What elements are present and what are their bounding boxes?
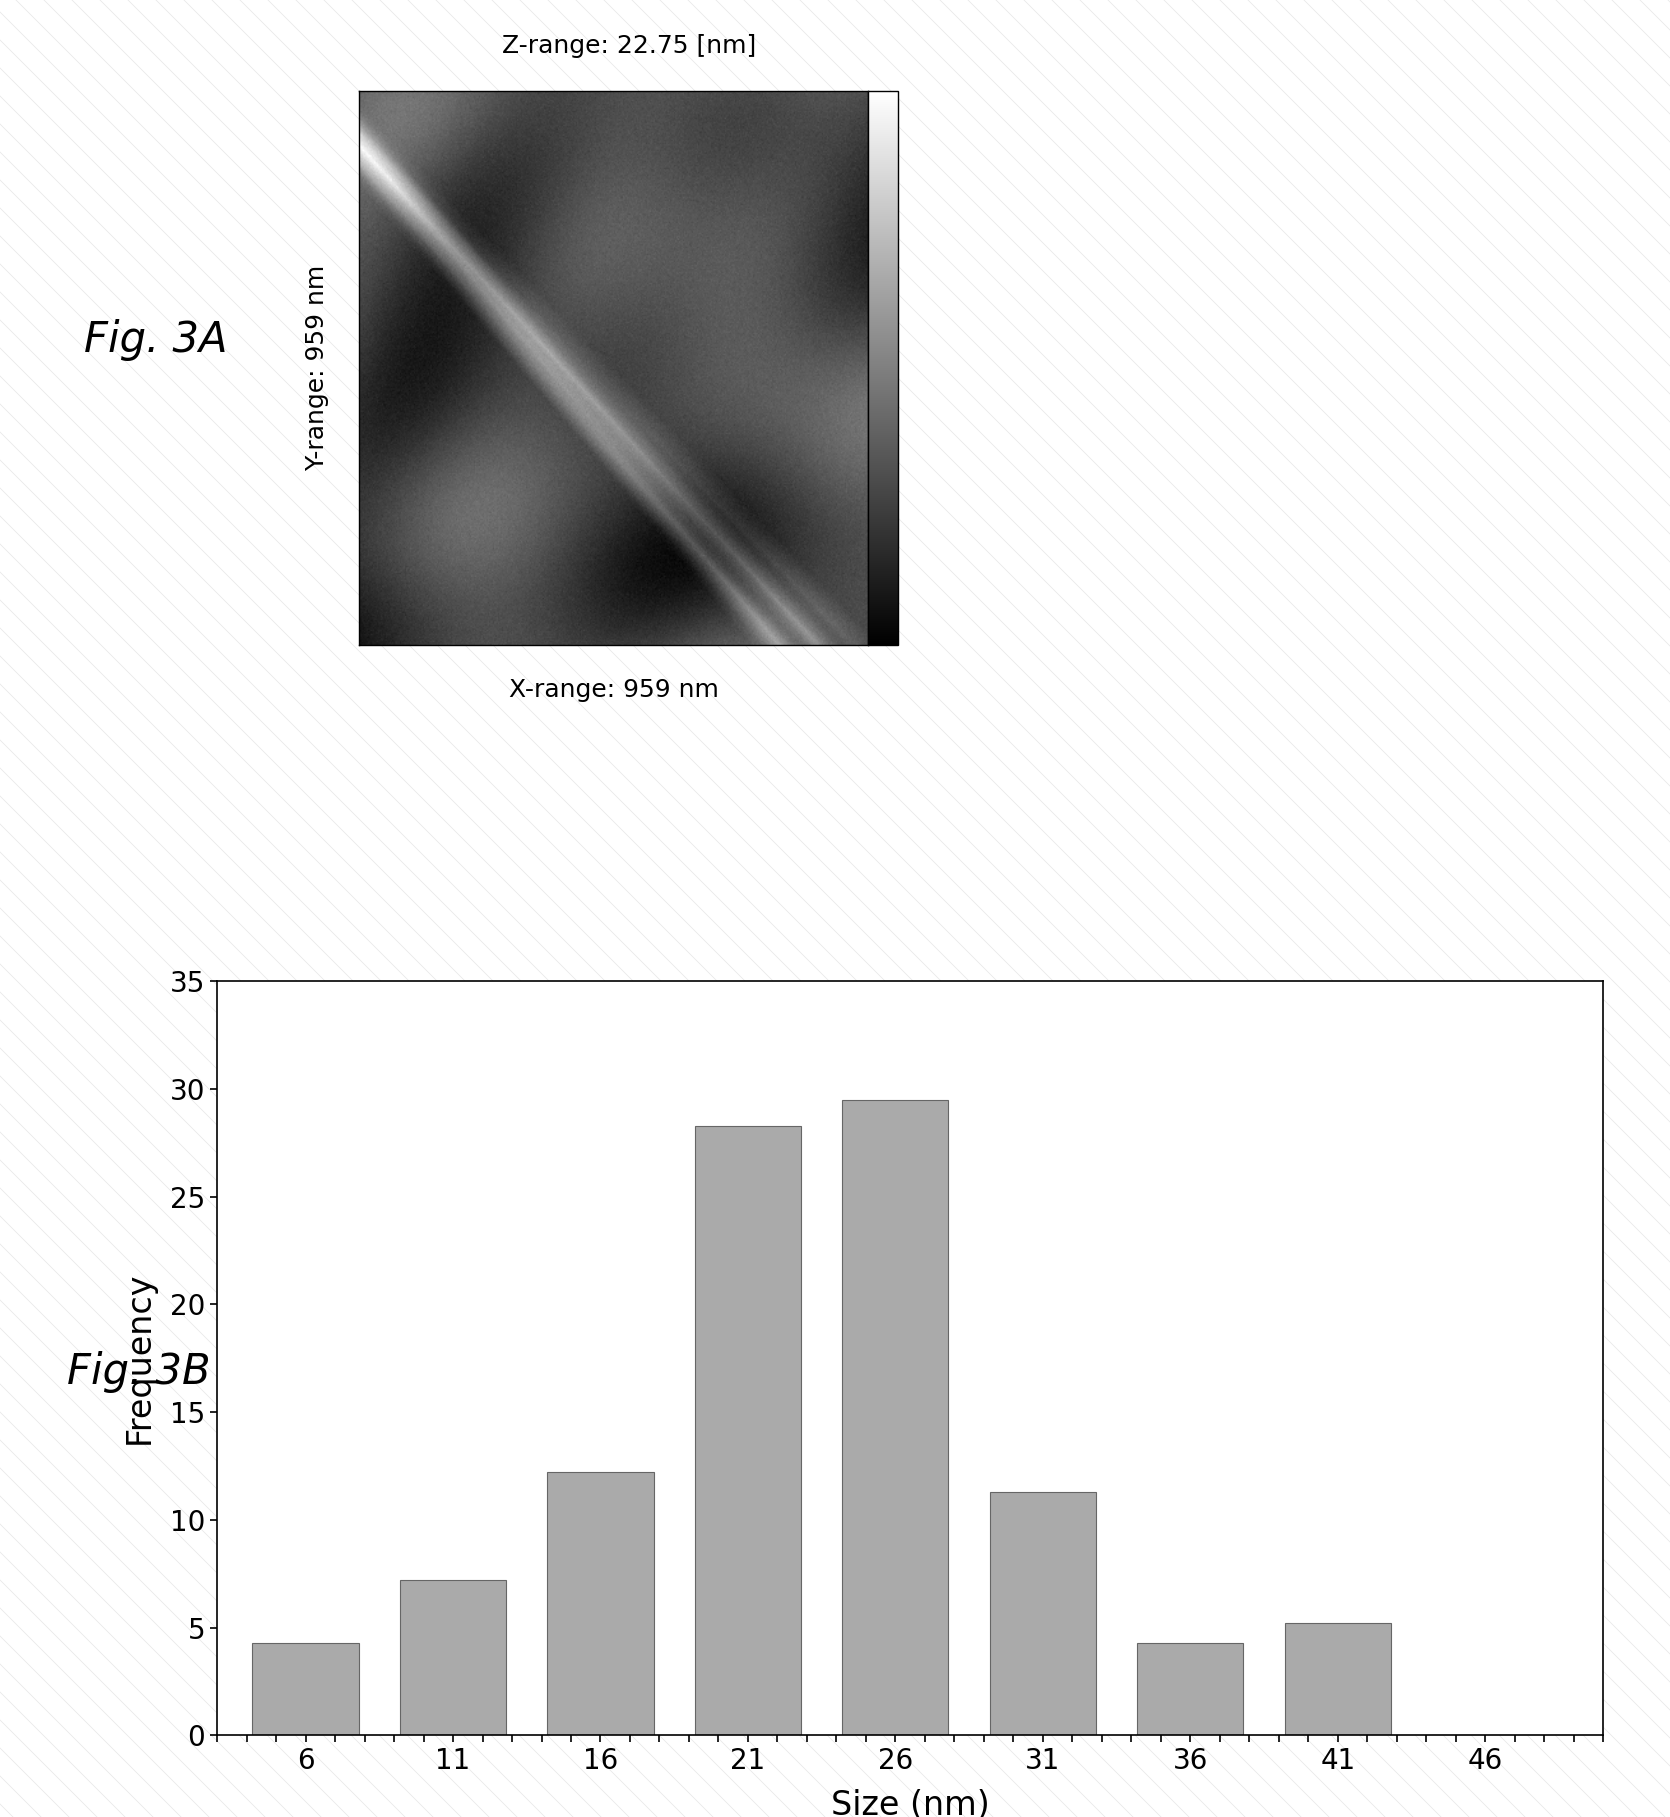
Text: Y-range: 959 nm: Y-range: 959 nm	[306, 265, 329, 471]
Text: Z-range: 22.75 [nm]: Z-range: 22.75 [nm]	[501, 35, 757, 58]
Bar	[695, 1125, 802, 1735]
X-axis label: Size (nm): Size (nm)	[830, 1790, 990, 1817]
Text: Fig. 3A: Fig. 3A	[84, 320, 227, 362]
Text: X-range: 959 nm: X-range: 959 nm	[509, 678, 718, 701]
Bar	[1137, 1643, 1244, 1735]
Bar	[252, 1643, 359, 1735]
Bar	[548, 1472, 653, 1735]
Bar	[842, 1099, 949, 1735]
Bar	[990, 1492, 1096, 1735]
Bar	[399, 1581, 506, 1735]
Bar	[1284, 1623, 1391, 1735]
Text: Fig. 3B: Fig. 3B	[67, 1350, 210, 1394]
Y-axis label: Frequency: Frequency	[124, 1272, 155, 1445]
